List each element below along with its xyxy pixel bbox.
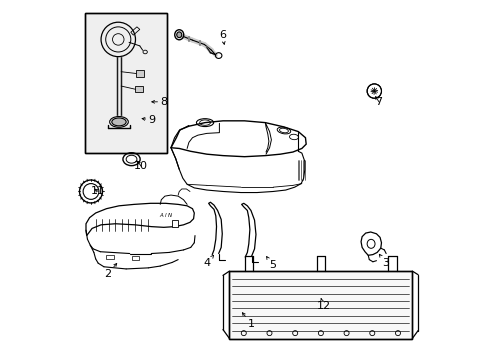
Text: 4: 4 — [203, 255, 213, 268]
Text: 2: 2 — [104, 264, 117, 279]
Text: 9: 9 — [142, 115, 155, 125]
Text: 7: 7 — [375, 96, 382, 107]
Text: N: N — [167, 213, 172, 219]
Text: l: l — [164, 213, 166, 219]
Polygon shape — [229, 271, 411, 338]
Text: 12: 12 — [316, 298, 330, 311]
Text: 11: 11 — [91, 186, 105, 197]
Text: 3: 3 — [379, 254, 389, 268]
Polygon shape — [135, 86, 142, 93]
Ellipse shape — [176, 32, 182, 38]
Text: 10: 10 — [134, 161, 148, 171]
Polygon shape — [136, 70, 144, 77]
Text: 5: 5 — [266, 257, 275, 270]
Ellipse shape — [112, 118, 126, 126]
Bar — [85, 13, 167, 153]
Text: 8: 8 — [151, 97, 167, 107]
Bar — [85, 13, 167, 153]
Polygon shape — [172, 220, 178, 226]
Text: A: A — [159, 213, 163, 219]
Text: 6: 6 — [218, 30, 225, 44]
Text: 1: 1 — [242, 313, 255, 329]
